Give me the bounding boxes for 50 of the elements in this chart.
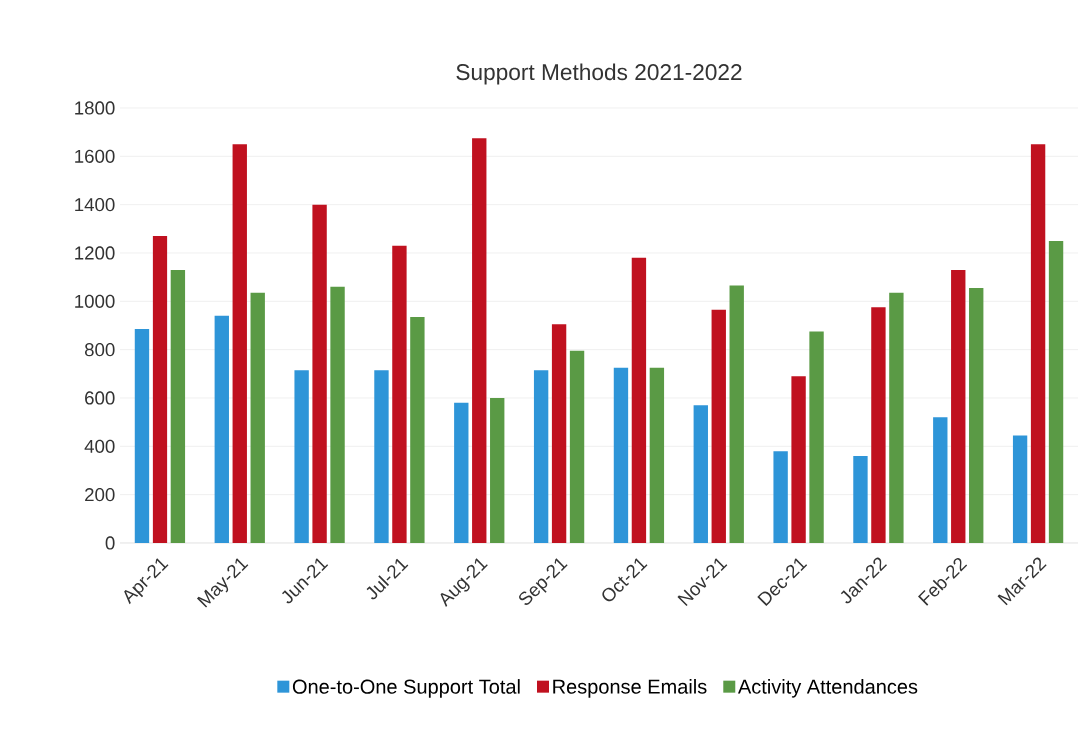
bar <box>693 405 708 543</box>
bar <box>152 236 168 543</box>
bar <box>933 417 948 543</box>
bar <box>214 315 229 543</box>
y-tick-label: 800 <box>84 343 115 357</box>
bar <box>631 257 647 543</box>
bar <box>490 397 505 543</box>
y-tick-label: 1000 <box>75 294 115 308</box>
y-tick-label: 400 <box>84 439 115 453</box>
legend-label: Activity Attendances <box>737 679 918 698</box>
legend-label: One-to-One Support Total <box>292 679 520 698</box>
bar <box>170 269 186 543</box>
bar <box>853 455 868 543</box>
bar <box>871 307 886 543</box>
y-tick-label: 1200 <box>75 246 115 260</box>
bar <box>250 292 265 543</box>
bar <box>330 286 345 543</box>
bar <box>791 376 806 543</box>
bar <box>232 144 247 543</box>
bar <box>613 367 629 543</box>
bar <box>1048 240 1064 543</box>
bar <box>889 292 904 543</box>
y-tick-label: 200 <box>85 488 115 502</box>
bar <box>1030 144 1046 543</box>
bar <box>533 370 549 543</box>
bar <box>951 269 966 543</box>
y-tick-label: 600 <box>85 391 115 405</box>
bar <box>773 451 788 543</box>
bar <box>410 317 425 543</box>
bar <box>312 204 327 543</box>
bar <box>711 309 726 543</box>
bar <box>134 329 150 543</box>
bar <box>1012 435 1028 543</box>
bar <box>649 367 665 543</box>
y-tick-label: 1400 <box>75 198 115 212</box>
bar <box>392 245 407 543</box>
bar <box>569 350 585 543</box>
y-tick-label: 0 <box>105 536 115 550</box>
bar <box>454 402 469 543</box>
bar <box>551 324 567 543</box>
bar <box>729 285 744 543</box>
bar <box>969 288 984 543</box>
bar <box>294 370 309 543</box>
chart-title: Support Methods 2021-2022 <box>456 63 742 85</box>
bar <box>472 138 487 543</box>
bar <box>809 331 824 543</box>
bar <box>374 370 389 543</box>
y-tick-label: 1600 <box>75 149 115 163</box>
y-tick-label: 1800 <box>75 101 115 115</box>
legend-label: Response Emails <box>553 679 707 698</box>
